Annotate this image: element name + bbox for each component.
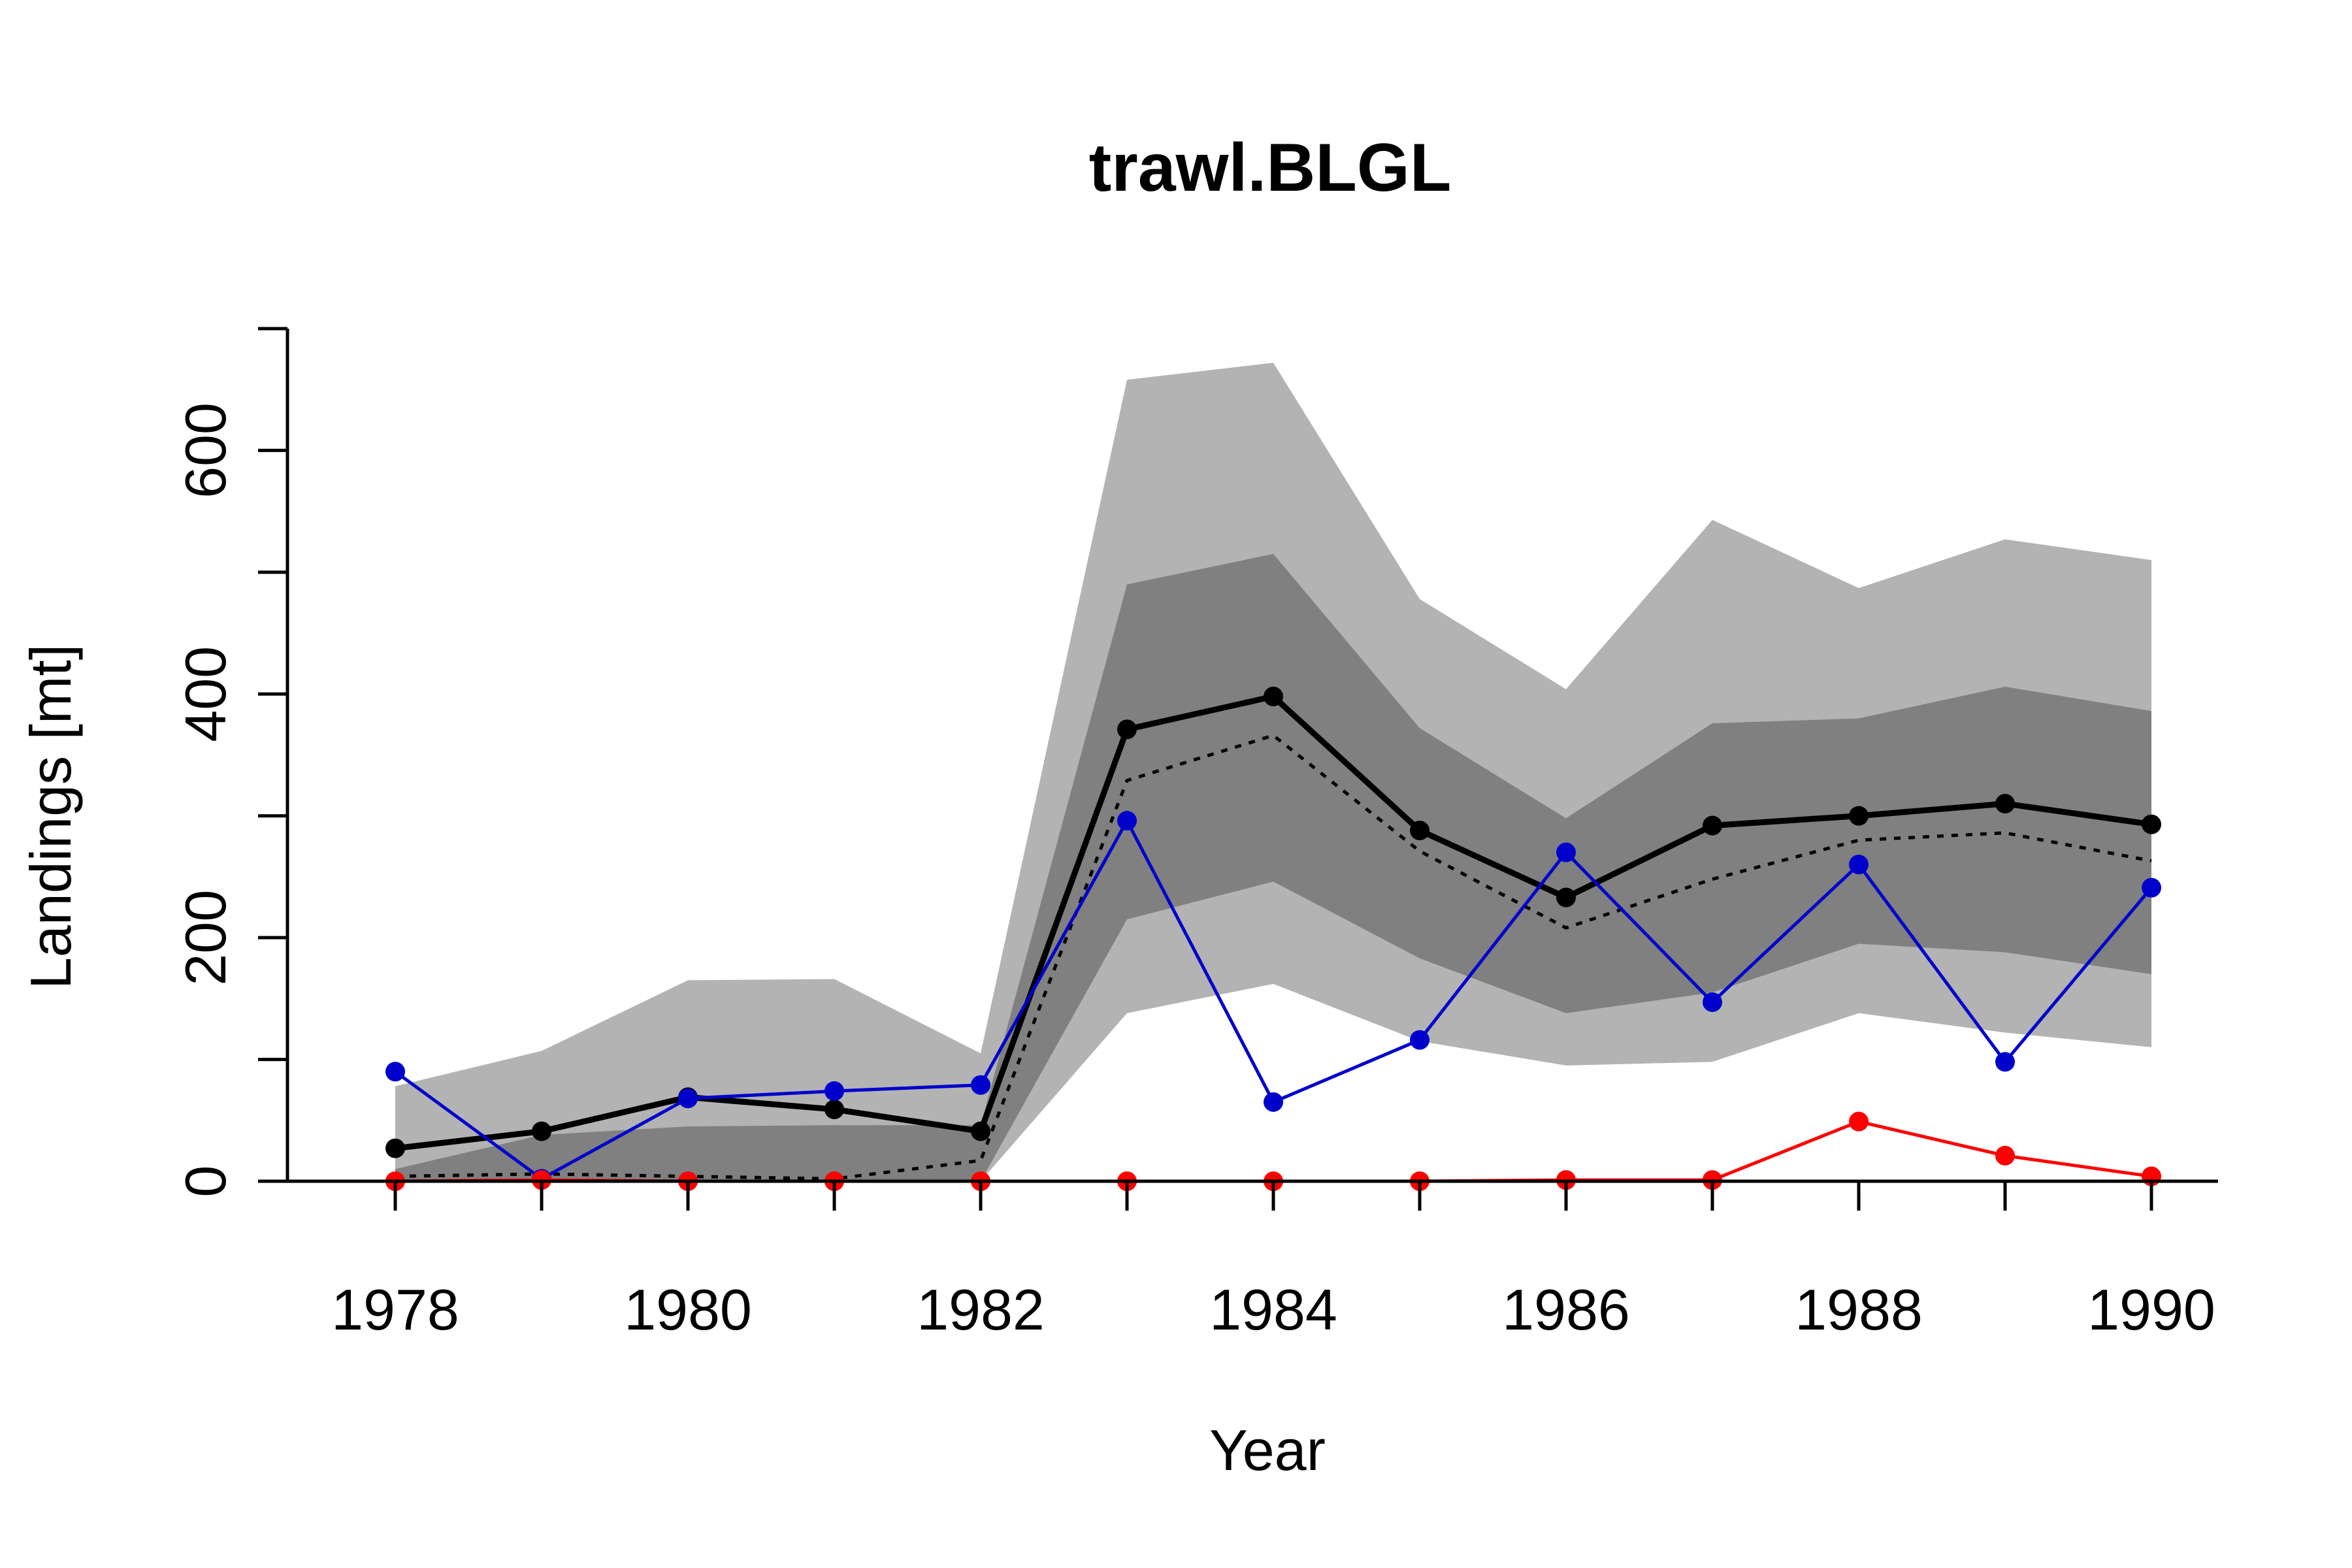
y-tick-label-600: 600 bbox=[173, 402, 238, 498]
x-tick-label-1980: 1980 bbox=[624, 1277, 752, 1342]
confidence-bands bbox=[395, 363, 2151, 1182]
series-3-point-1988 bbox=[1849, 1111, 1869, 1132]
series-0-point-1988 bbox=[1849, 806, 1869, 826]
y-axis-label: Landings [mt] bbox=[18, 644, 83, 989]
series-2-point-1988 bbox=[1849, 855, 1869, 875]
y-tick-label-0: 0 bbox=[173, 1166, 238, 1198]
series-3-point-1989 bbox=[1995, 1145, 2015, 1166]
series-2-point-1987 bbox=[1703, 992, 1722, 1012]
x-tick-label-1982: 1982 bbox=[917, 1277, 1045, 1342]
series-0-point-1987 bbox=[1703, 815, 1722, 836]
series-0-point-1989 bbox=[1995, 794, 2015, 814]
y-tick-label-400: 400 bbox=[173, 646, 238, 742]
series-2-point-1978 bbox=[385, 1062, 405, 1082]
axes: 1978 1980 1982 1984 1986 1988 1990 0 200 400 600 bbox=[173, 327, 2218, 1342]
series-0-point-1982 bbox=[971, 1121, 990, 1141]
chart-title: trawl.BLGL bbox=[1089, 130, 1452, 206]
series-2-point-1985 bbox=[1410, 1030, 1429, 1050]
series-0-point-1983 bbox=[1117, 719, 1137, 740]
x-tick-label-1978: 1978 bbox=[331, 1277, 459, 1342]
series-2-point-1984 bbox=[1264, 1092, 1283, 1112]
series-0-point-1978 bbox=[385, 1138, 405, 1158]
series-0-point-1979 bbox=[532, 1121, 551, 1141]
series-2-point-1986 bbox=[1556, 842, 1576, 862]
x-tick-label-1986: 1986 bbox=[1502, 1277, 1630, 1342]
series-2-point-1989 bbox=[1995, 1052, 2015, 1072]
series-0-point-1985 bbox=[1410, 821, 1429, 841]
x-axis-label: Year bbox=[1209, 1418, 1326, 1482]
x-tick-label-1984: 1984 bbox=[1209, 1277, 1337, 1342]
series-2-point-1990 bbox=[2142, 877, 2161, 898]
series-2-point-1982 bbox=[971, 1075, 990, 1095]
band-inner bbox=[395, 553, 2151, 1181]
x-tick-label-1990: 1990 bbox=[2087, 1277, 2215, 1342]
series-2-point-1983 bbox=[1117, 811, 1137, 831]
series-0-point-1990 bbox=[2142, 814, 2161, 834]
series-2-point-1981 bbox=[825, 1081, 844, 1102]
x-tick-label-1988: 1988 bbox=[1795, 1277, 1923, 1342]
y-tick-label-200: 200 bbox=[173, 890, 238, 986]
series-0-point-1984 bbox=[1264, 687, 1283, 707]
series-0-point-1986 bbox=[1556, 887, 1576, 907]
series-0-point-1981 bbox=[825, 1100, 844, 1120]
series-2-point-1980 bbox=[678, 1088, 698, 1109]
